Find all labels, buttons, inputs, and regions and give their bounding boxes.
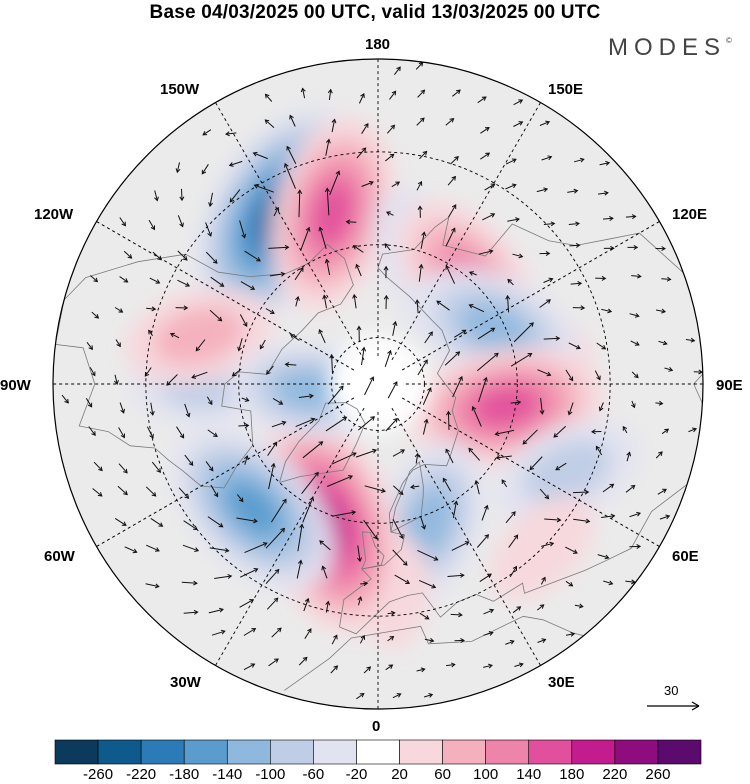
colorbar-bin: [615, 740, 658, 764]
colorbar-tick-label: 60: [434, 766, 451, 783]
colorbar-tick-label: -260: [83, 766, 113, 783]
colorbar-tick-label: 20: [391, 766, 408, 783]
colorbar-bin: [184, 740, 227, 764]
colorbar-bin: [227, 740, 270, 764]
wind-scale-label: 30: [664, 683, 678, 698]
lon-label-120w: 120W: [34, 206, 73, 223]
colorbar-tick-label: -20: [346, 766, 368, 783]
colorbar-bin: [55, 740, 98, 764]
colorbar-bin: [356, 740, 399, 764]
colorbar: [54, 739, 704, 765]
colorbar-tick-label: -140: [212, 766, 242, 783]
colorbar-tick-label: 260: [645, 766, 670, 783]
lon-label-150e: 150E: [548, 81, 583, 98]
colorbar-bin: [270, 740, 313, 764]
colorbar-tick-label: 180: [559, 766, 584, 783]
colorbar-tick-label: -100: [255, 766, 285, 783]
colorbar-tick-label: 100: [473, 766, 498, 783]
lon-label-60e: 60E: [672, 548, 699, 565]
colorbar-bin: [141, 740, 184, 764]
lon-label-150w: 150W: [160, 81, 199, 98]
lon-label-30w: 30W: [170, 674, 201, 691]
lon-label-60w: 60W: [44, 548, 75, 565]
colorbar-bin: [572, 740, 615, 764]
lon-label-180: 180: [365, 36, 390, 53]
colorbar-bin: [98, 740, 141, 764]
colorbar-tick-label: -180: [169, 766, 199, 783]
lon-label-30e: 30E: [548, 674, 575, 691]
colorbar-bin: [313, 740, 356, 764]
colorbar-tick-label: 140: [516, 766, 541, 783]
colorbar-bin: [658, 740, 701, 764]
colorbar-ticks: -260 -220 -180 -140 -100 -60 -20 20 60 100 140 180 2…: [0, 766, 750, 784]
colorbar-tick-label: -220: [126, 766, 156, 783]
lon-label-0: 0: [372, 718, 380, 735]
lon-label-90w: 90W: [0, 377, 31, 394]
colorbar-bin: [529, 740, 572, 764]
colorbar-tick-label: 220: [602, 766, 627, 783]
colorbar-bin: [486, 740, 529, 764]
colorbar-tick-label: -60: [303, 766, 325, 783]
lon-label-120e: 120E: [672, 206, 707, 223]
colorbar-bin: [400, 740, 443, 764]
colorbar-bin: [443, 740, 486, 764]
lon-label-90e: 90E: [716, 377, 743, 394]
